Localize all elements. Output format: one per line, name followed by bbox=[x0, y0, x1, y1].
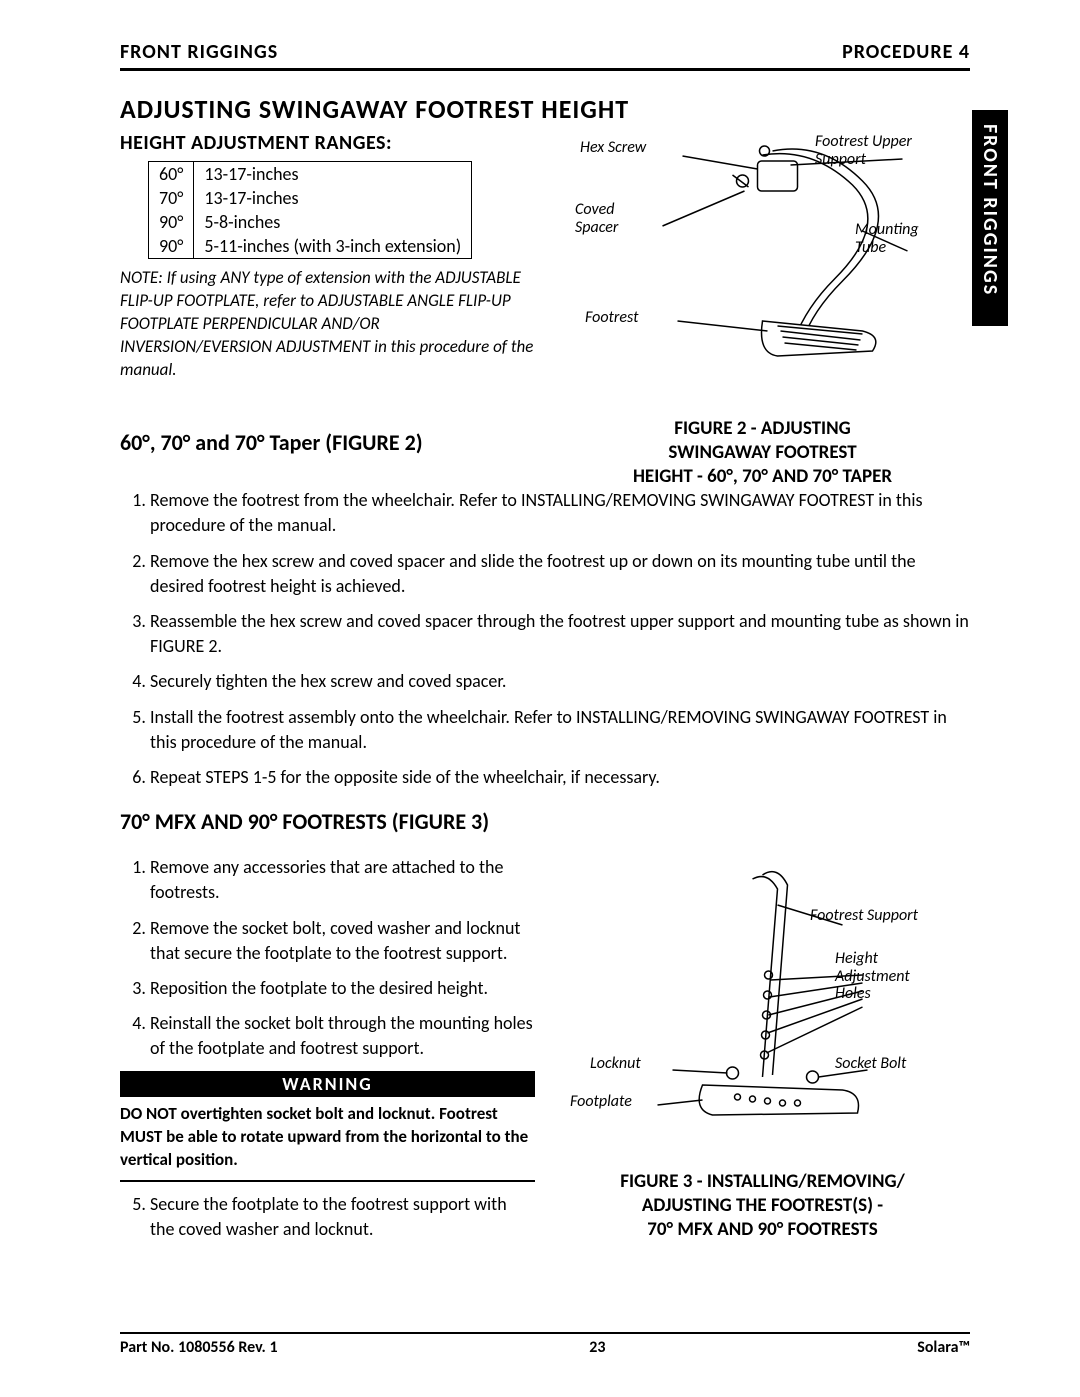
label-socket-bolt: Socket Bolt bbox=[835, 1055, 906, 1073]
list-item: Remove any accessories that are attached… bbox=[150, 855, 535, 905]
list-item: Install the footrest assembly onto the w… bbox=[150, 705, 970, 755]
label-footrest: Footrest bbox=[585, 309, 638, 327]
table-row: 90°5-11-inches (with 3-inch extension) bbox=[149, 234, 472, 259]
label-footplate: Footplate bbox=[570, 1093, 632, 1111]
list-item: Reposition the footplate to the desired … bbox=[150, 976, 535, 1001]
warning-banner: WARNING bbox=[120, 1071, 535, 1097]
label-locknut: Locknut bbox=[590, 1055, 641, 1073]
section-b-steps: Remove any accessories that are attached… bbox=[120, 855, 535, 1061]
label-coved-spacer: Coved Spacer bbox=[575, 201, 635, 236]
list-item: Securely tighten the hex screw and coved… bbox=[150, 669, 970, 694]
list-item: Reinstall the socket bolt through the mo… bbox=[150, 1011, 535, 1061]
header-left: FRONT RIGGINGS bbox=[120, 40, 278, 64]
list-item: Reassemble the hex screw and coved space… bbox=[150, 609, 970, 659]
note-text: NOTE: If using ANY type of extension wit… bbox=[120, 267, 535, 382]
figure-3-caption: FIGURE 3 - INSTALLING/REMOVING/ ADJUSTIN… bbox=[555, 1170, 970, 1241]
list-item: Remove the hex screw and coved spacer an… bbox=[150, 549, 970, 599]
footer-right: Solara™ bbox=[917, 1338, 970, 1357]
label-height-holes: Height Adjustment Holes bbox=[835, 950, 945, 1003]
footer-left: Part No. 1080556 Rev. 1 bbox=[120, 1338, 278, 1357]
section-b-heading: 70° MFX AND 90° FOOTRESTS (FIGURE 3) bbox=[120, 808, 970, 835]
table-row: 70°13-17-inches bbox=[149, 186, 472, 210]
list-item: Secure the footplate to the footrest sup… bbox=[150, 1192, 535, 1242]
top-header: FRONT RIGGINGS PROCEDURE 4 bbox=[120, 40, 970, 71]
list-item: Remove the footrest from the wheelchair.… bbox=[150, 488, 970, 538]
table-row: 60°13-17-inches bbox=[149, 162, 472, 187]
label-footrest-support: Footrest Support bbox=[810, 907, 918, 925]
height-ranges-heading: HEIGHT ADJUSTMENT RANGES: bbox=[120, 131, 535, 155]
label-mounting-tube: Mounting Tube bbox=[855, 221, 945, 256]
height-range-table: 60°13-17-inches 70°13-17-inches 90°5-8-i… bbox=[148, 161, 472, 259]
warning-text: DO NOT overtighten socket bolt and lockn… bbox=[120, 1097, 535, 1182]
main-title: ADJUSTING SWINGAWAY FOOTREST HEIGHT bbox=[120, 93, 970, 125]
section-a-steps: Remove the footrest from the wheelchair.… bbox=[120, 488, 970, 790]
page-footer: Part No. 1080556 Rev. 1 23 Solara™ bbox=[120, 1332, 970, 1357]
label-hex-screw: Hex Screw bbox=[580, 139, 646, 157]
section-b-step5: Secure the footplate to the footrest sup… bbox=[120, 1192, 535, 1242]
label-footrest-upper-support: Footrest Upper Support bbox=[815, 133, 955, 168]
list-item: Remove the socket bolt, coved washer and… bbox=[150, 916, 535, 966]
side-tab: FRONT RIGGINGS bbox=[972, 110, 1008, 326]
list-item: Repeat STEPS 1-5 for the opposite side o… bbox=[150, 765, 970, 790]
table-row: 90°5-8-inches bbox=[149, 210, 472, 234]
figure-2-caption: FIGURE 2 - ADJUSTING SWINGAWAY FOOTREST … bbox=[555, 417, 970, 488]
footer-center: 23 bbox=[589, 1338, 605, 1357]
section-a-heading: 60°, 70° and 70° Taper (FIGURE 2) bbox=[120, 429, 535, 456]
header-right: PROCEDURE 4 bbox=[842, 40, 970, 64]
